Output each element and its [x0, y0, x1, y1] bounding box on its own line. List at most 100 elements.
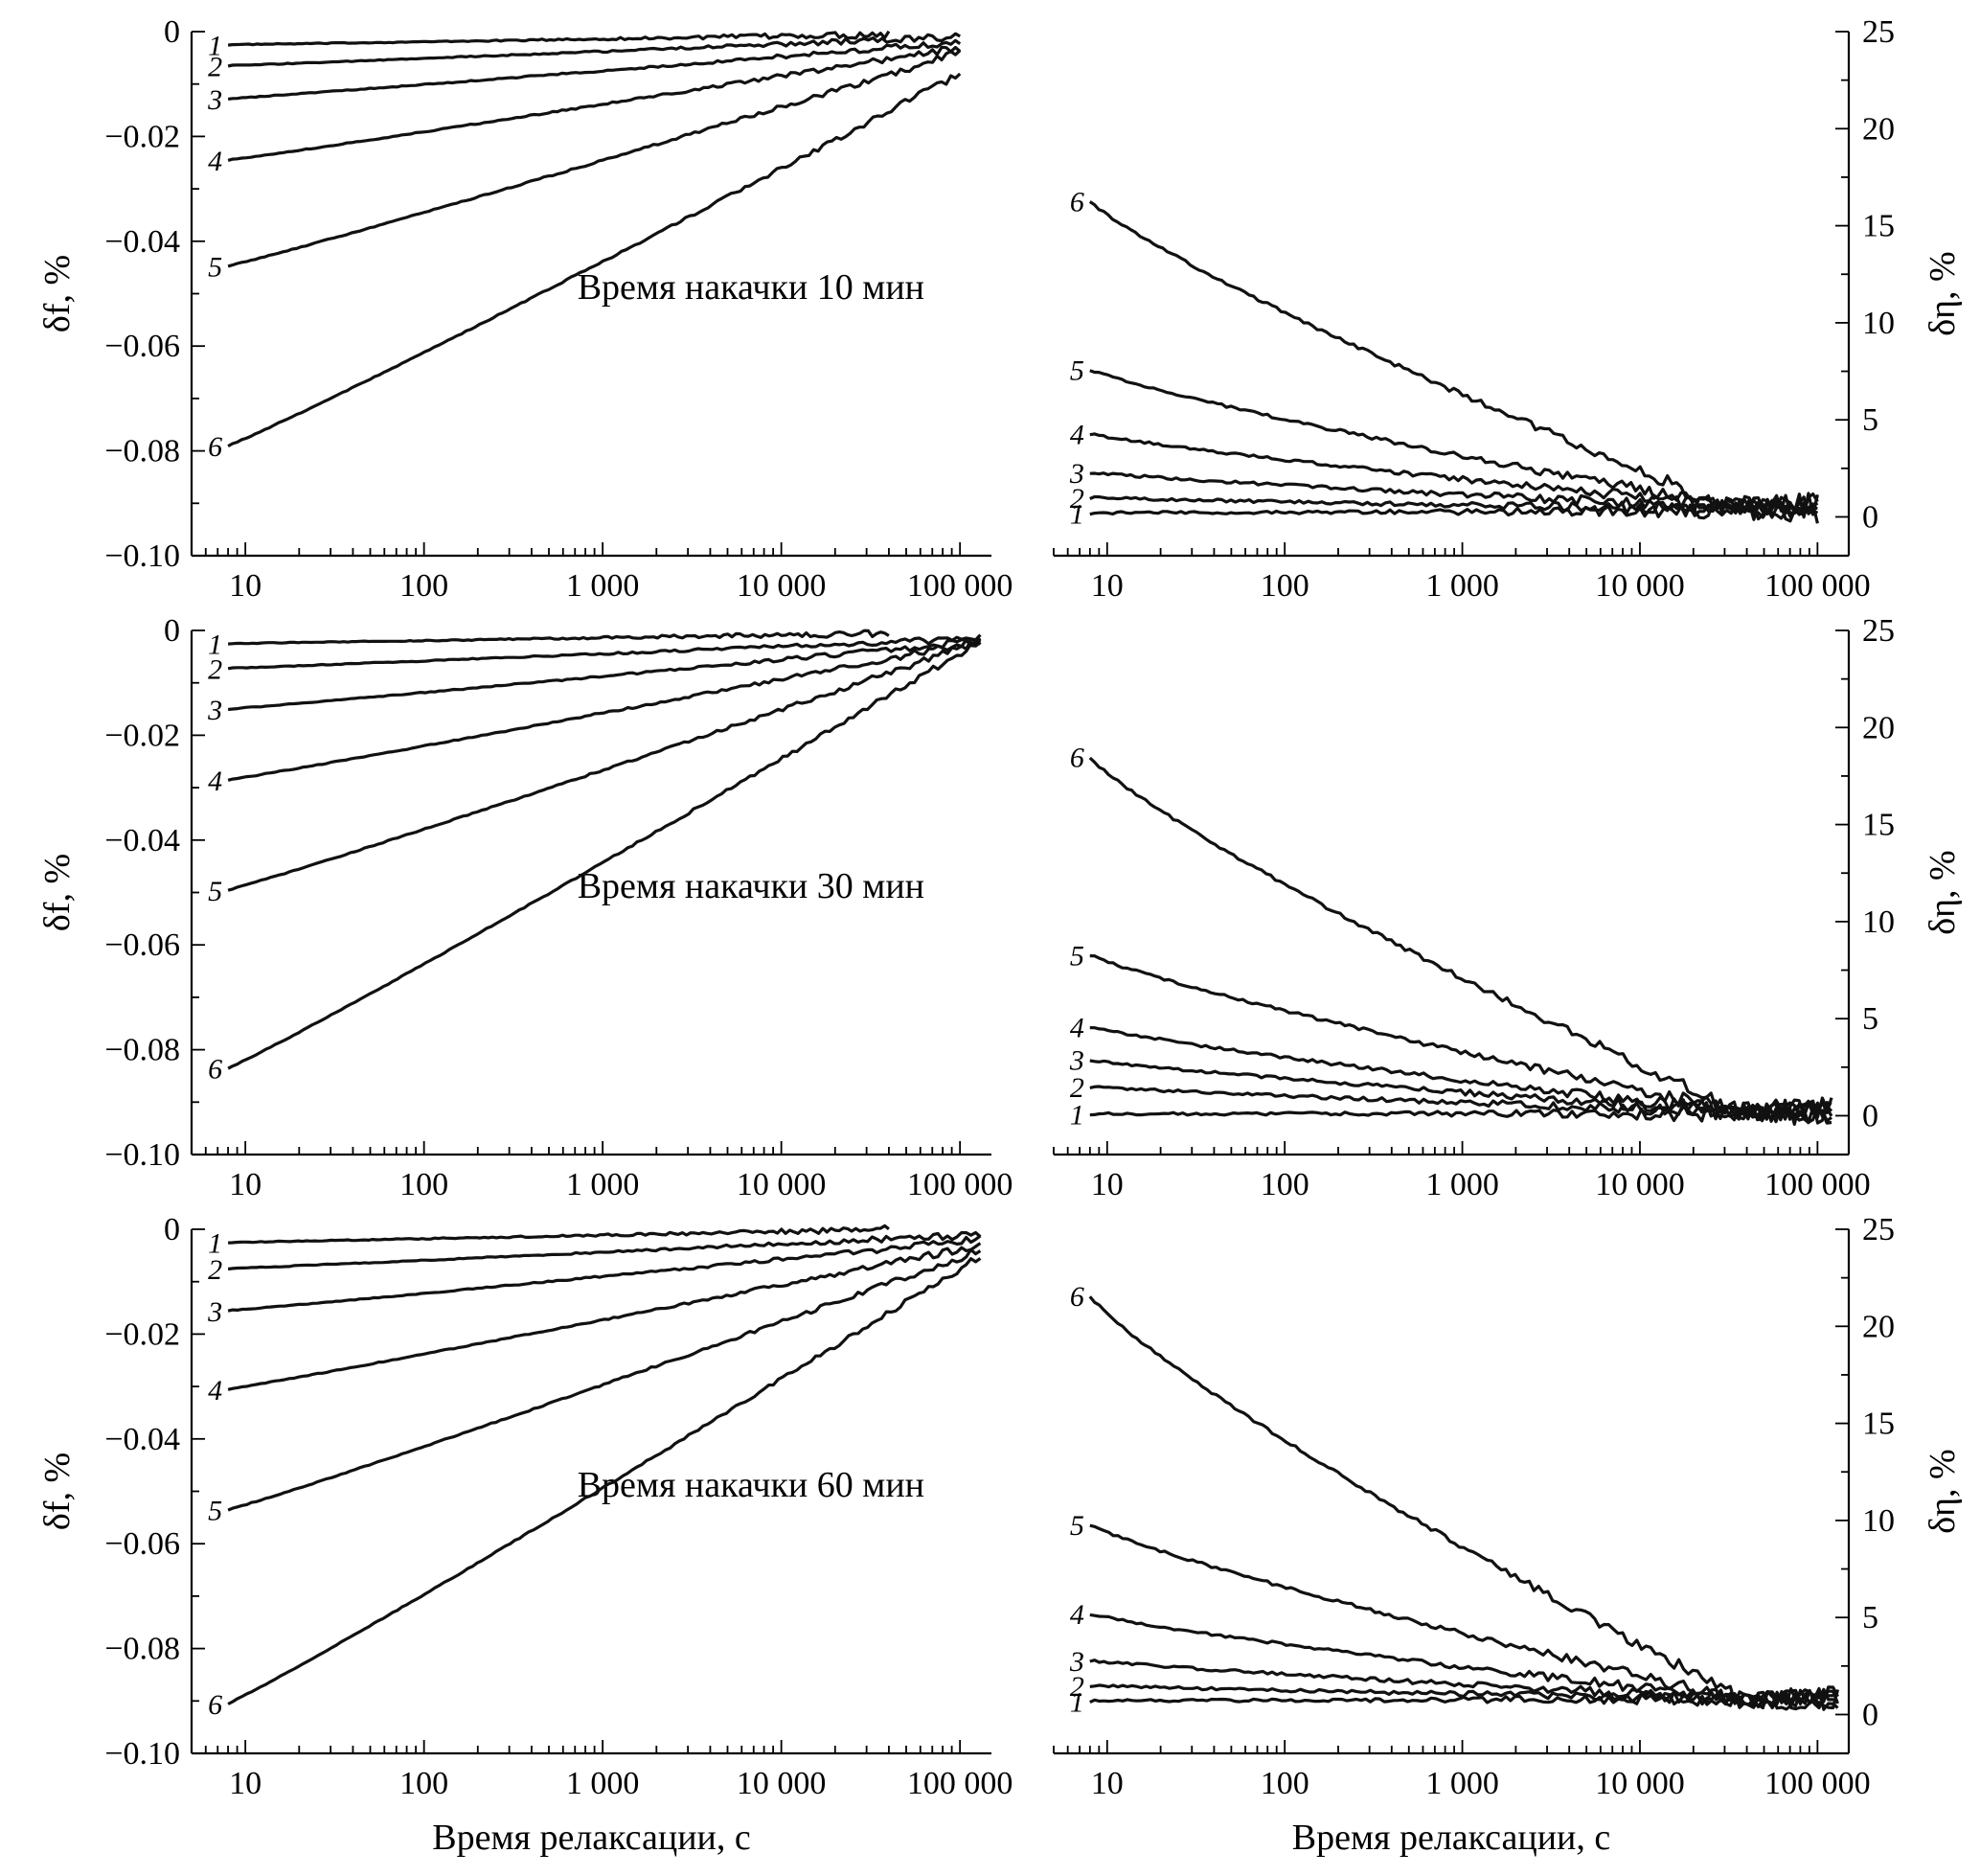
pump-time-annotation: Время накачки 60 мин: [578, 1465, 924, 1505]
x-tick-label: 100 000: [1764, 568, 1871, 604]
y-tick-label: 10: [1862, 306, 1895, 341]
y-tick-label: 5: [1862, 402, 1878, 438]
series-label-5: 5: [1070, 355, 1084, 387]
x-tick-label: 100: [399, 1167, 448, 1202]
series-line-6: [1088, 1295, 1839, 1710]
series-line-1: [228, 1224, 890, 1245]
series-line-2: [1089, 494, 1819, 521]
series-line-5: [227, 1247, 982, 1512]
y-tick-label: −0.04: [104, 823, 180, 858]
series-label-6: 6: [1070, 186, 1084, 217]
series-line-6: [227, 636, 982, 1070]
series-line-5: [1089, 954, 1833, 1121]
y-axis-title: δf, %: [37, 1453, 78, 1530]
y-tick-label: −0.10: [104, 538, 180, 574]
series-label-2: 2: [1070, 483, 1084, 515]
y-tick-label: −0.02: [104, 119, 180, 154]
series-line-6: [1088, 756, 1833, 1121]
series-label-1: 1: [208, 31, 222, 62]
series-label-4: 4: [1070, 1012, 1084, 1043]
y-tick-label: 20: [1862, 1309, 1895, 1344]
series-line-3: [1089, 1059, 1832, 1123]
x-tick-label: 1 000: [1425, 1766, 1499, 1801]
x-tick-label: 1 000: [1425, 1167, 1499, 1202]
series-line-2: [227, 1230, 982, 1271]
series-line-5: [227, 638, 982, 892]
series-line-4: [227, 1242, 982, 1391]
y-axis-title: δf, %: [37, 255, 78, 332]
y-axis-title: δf, %: [37, 854, 78, 931]
x-tick-label: 10: [1091, 568, 1124, 604]
series-label-1: 1: [1070, 1686, 1084, 1718]
y-tick-label: −0.08: [104, 1632, 180, 1667]
x-tick-label: 10: [1091, 1766, 1124, 1801]
series-line-5: [1089, 1523, 1839, 1709]
x-tick-label: 10 000: [737, 568, 827, 604]
y-axis-title: δη, %: [1923, 251, 1963, 335]
series-label-2: 2: [208, 1254, 222, 1286]
series-label-6: 6: [208, 1054, 222, 1086]
series-line-3: [227, 638, 982, 712]
y-tick-label: −0.06: [104, 1526, 180, 1562]
series-line-4: [227, 638, 982, 782]
x-tick-label: 100 000: [1764, 1766, 1871, 1801]
series-line-2: [227, 633, 982, 671]
series-label-6: 6: [1070, 1281, 1084, 1313]
x-tick-label: 100 000: [907, 1167, 1013, 1202]
series-label-5: 5: [208, 1496, 222, 1527]
series-line-4: [1089, 1613, 1840, 1711]
pump-time-annotation: Время накачки 10 мин: [578, 267, 924, 308]
series-label-3: 3: [1069, 1646, 1084, 1678]
series-label-2: 2: [208, 653, 222, 685]
y-tick-label: 0: [164, 14, 180, 50]
x-tick-label: 100: [1261, 568, 1309, 604]
x-tick-label: 1 000: [566, 1167, 640, 1202]
series-label-3: 3: [1069, 1045, 1084, 1077]
x-tick-label: 10 000: [1595, 568, 1685, 604]
x-tick-label: 10 000: [737, 1167, 827, 1202]
series-line-2: [227, 32, 961, 68]
series-label-2: 2: [1070, 1671, 1084, 1703]
y-tick-label: −0.06: [104, 927, 180, 963]
series-line-6: [227, 1257, 982, 1705]
y-tick-label: 0: [1862, 499, 1878, 535]
y-tick-label: −0.04: [104, 224, 180, 260]
y-tick-label: −0.10: [104, 1137, 180, 1173]
y-tick-label: 5: [1862, 1001, 1878, 1037]
x-tick-label: 100: [1261, 1167, 1309, 1202]
x-tick-label: 100 000: [1764, 1167, 1871, 1202]
series-label-3: 3: [207, 1296, 222, 1328]
series-line-1: [227, 30, 891, 47]
y-tick-label: 0: [1862, 1697, 1878, 1732]
series-label-4: 4: [208, 1375, 222, 1407]
series-label-5: 5: [208, 876, 222, 907]
x-tick-label: 10 000: [737, 1766, 827, 1801]
x-tick-label: 10: [229, 1766, 262, 1801]
y-tick-label: 20: [1862, 111, 1895, 147]
x-tick-label: 10: [229, 568, 262, 604]
y-tick-label: 0: [164, 1212, 180, 1247]
series-line-4: [1089, 1026, 1833, 1125]
chart-panel-5: 10 100 1 000 10 000 100 000 0 −0.02 −0.04 −0.06 −…: [37, 1212, 1013, 1858]
series-line-3: [227, 38, 962, 101]
series-line-6: [1088, 200, 1819, 515]
y-axis-title: δη, %: [1923, 1449, 1963, 1533]
x-axis-title: Время релаксации, с: [432, 1818, 751, 1858]
y-tick-label: 5: [1862, 1600, 1878, 1636]
series-line-5: [1089, 369, 1819, 519]
x-tick-label: 1 000: [566, 1766, 640, 1801]
y-tick-label: −0.10: [104, 1736, 180, 1772]
y-tick-label: 0: [1862, 1098, 1878, 1133]
y-tick-label: −0.08: [104, 434, 180, 469]
series-label-3: 3: [1069, 458, 1084, 490]
chart-panel-1: 10 100 1 000 10 000 100 000 0 −0.02 −0.04 −0.06 −…: [37, 14, 1013, 604]
y-tick-label: 10: [1862, 904, 1895, 940]
y-tick-label: −0.06: [104, 329, 180, 364]
series-line-1: [227, 629, 890, 646]
x-tick-label: 1 000: [566, 568, 640, 604]
series-label-6: 6: [208, 1689, 222, 1721]
series-label-1: 1: [208, 1228, 222, 1260]
